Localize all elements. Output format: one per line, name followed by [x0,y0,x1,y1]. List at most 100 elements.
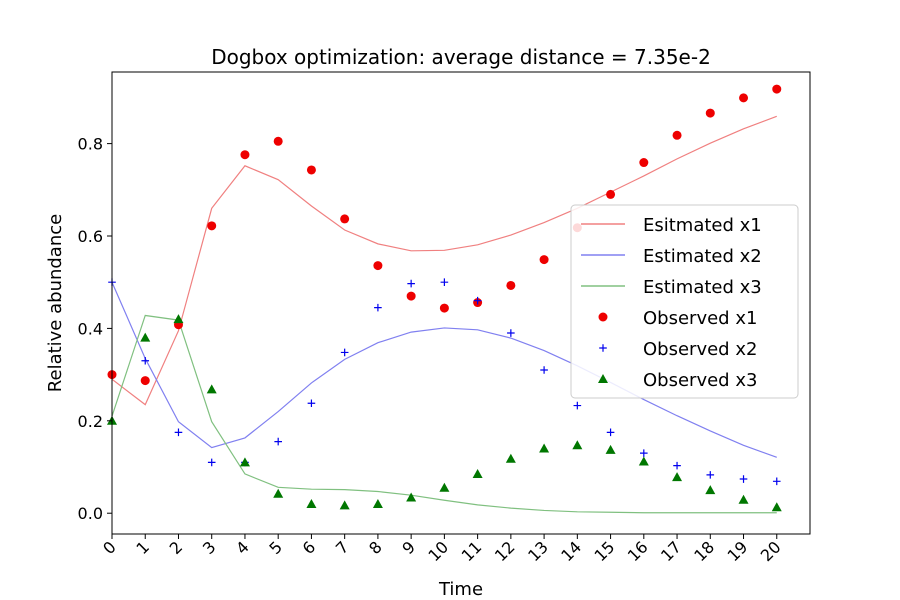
data-point-6-3 [206,384,217,394]
x-tick-label: 8 [365,537,386,558]
x-axis: 0 1 2 3 4 5 6 7 8 9 10 11 12 13 14 15 16 17 18 19 20 [99,534,785,565]
y-tick-label: 0.0 [78,504,103,523]
series-markers [107,84,782,512]
data-point-4-4 [240,150,250,160]
data-point-6-14 [572,440,583,450]
y-tick-label: 0.6 [78,227,103,246]
series-lines [111,115,777,514]
y-tick-label: 0.8 [78,135,103,154]
data-point-4-8 [373,261,383,271]
data-point-6-13 [539,443,550,453]
data-point-4-15 [606,189,616,199]
legend-label-1: Esitmated x1 [643,215,762,236]
data-point-4-19 [739,93,749,103]
x-tick-label: 15 [591,537,619,565]
data-point-6-12 [505,453,516,463]
data-point-6-19 [738,494,749,504]
x-tick-label: 17 [657,537,685,565]
legend-label-3: Estimated x3 [643,277,762,298]
data-point-4-17 [672,130,682,140]
data-point-5-16 [640,449,648,457]
data-point-5-8 [374,303,382,312]
data-point-4-18 [705,108,715,118]
legend-swatch-4 [598,312,608,322]
chart-title: Dogbox optimization: average distance = … [211,45,711,69]
x-tick-label: 16 [624,537,652,565]
data-point-6-9 [406,492,417,502]
legend-label-4: Observed x1 [643,308,757,329]
data-point-6-17 [672,472,683,482]
data-point-5-9 [407,279,415,288]
data-point-6-6 [306,498,317,508]
data-point-5-7 [340,348,349,357]
x-tick-label: 20 [757,537,785,565]
series-line-1 [111,115,777,406]
data-point-4-1 [140,376,150,386]
data-point-4-3 [207,221,217,231]
data-point-4-6 [306,165,316,175]
data-point-5-13 [540,366,548,374]
legend-label-2: Estimated x2 [643,246,762,267]
legend: Esitmated x1 Estimated x2 Estimated x3 Obse… [570,204,799,399]
data-point-6-2 [173,314,184,324]
data-point-5-6 [307,399,316,408]
data-point-5-17 [673,461,681,470]
data-point-6-10 [439,482,450,492]
data-point-4-20 [772,84,782,94]
data-point-4-13 [539,255,549,265]
x-tick-label: 11 [458,537,486,565]
data-point-5-1 [141,356,150,365]
x-tick-label: 5 [265,537,286,558]
data-point-5-18 [706,471,715,479]
legend-swatch-5 [599,344,607,352]
x-tick-label: 4 [232,537,253,558]
legend-frame [570,204,799,399]
y-tick-label: 0.4 [78,319,103,338]
data-point-4-7 [340,214,350,224]
plot-frame [111,71,811,535]
data-point-6-11 [472,468,483,478]
legend-label-5: Observed x2 [643,339,757,360]
x-tick-label: 14 [557,537,585,565]
x-tick-label: 1 [132,537,153,558]
y-axis-title: Relative abundance [45,214,66,392]
data-point-4-10 [439,303,449,313]
x-tick-label: 7 [332,537,353,558]
data-point-4-12 [506,280,516,290]
data-point-6-4 [239,457,250,467]
data-point-6-1 [140,332,151,342]
data-point-6-18 [705,485,716,495]
x-tick-label: 13 [524,537,552,565]
data-point-5-15 [606,428,615,437]
data-point-4-16 [639,158,649,168]
data-point-6-5 [273,488,284,498]
x-tick-label: 12 [491,537,519,565]
data-point-5-11 [473,296,482,305]
data-point-6-7 [339,500,350,510]
data-point-5-5 [274,437,282,446]
data-point-5-14 [573,401,582,410]
series-line-3 [111,314,777,514]
data-point-6-8 [372,498,383,508]
series-line-2 [111,281,777,458]
data-point-5-20 [772,477,781,486]
data-point-5-19 [739,475,748,483]
x-tick-label: 19 [724,537,752,565]
x-tick-label: 9 [398,537,419,558]
data-point-5-2 [174,428,183,437]
x-tick-label: 3 [199,537,220,558]
legend-swatch-6 [598,374,608,383]
legend-label-6: Observed x3 [643,370,757,391]
y-tick-label: 0.2 [78,412,103,431]
y-axis: 0.0 0.2 0.4 0.6 0.8 [78,135,112,523]
x-tick-label: 6 [299,537,320,558]
x-axis-title: Time [438,579,483,600]
plot-area [107,71,811,535]
data-point-4-9 [406,291,416,301]
data-point-6-20 [771,502,782,512]
data-point-6-16 [638,456,649,466]
data-point-4-5 [273,136,283,146]
data-point-5-12 [507,329,515,337]
x-tick-label: 0 [99,537,120,558]
